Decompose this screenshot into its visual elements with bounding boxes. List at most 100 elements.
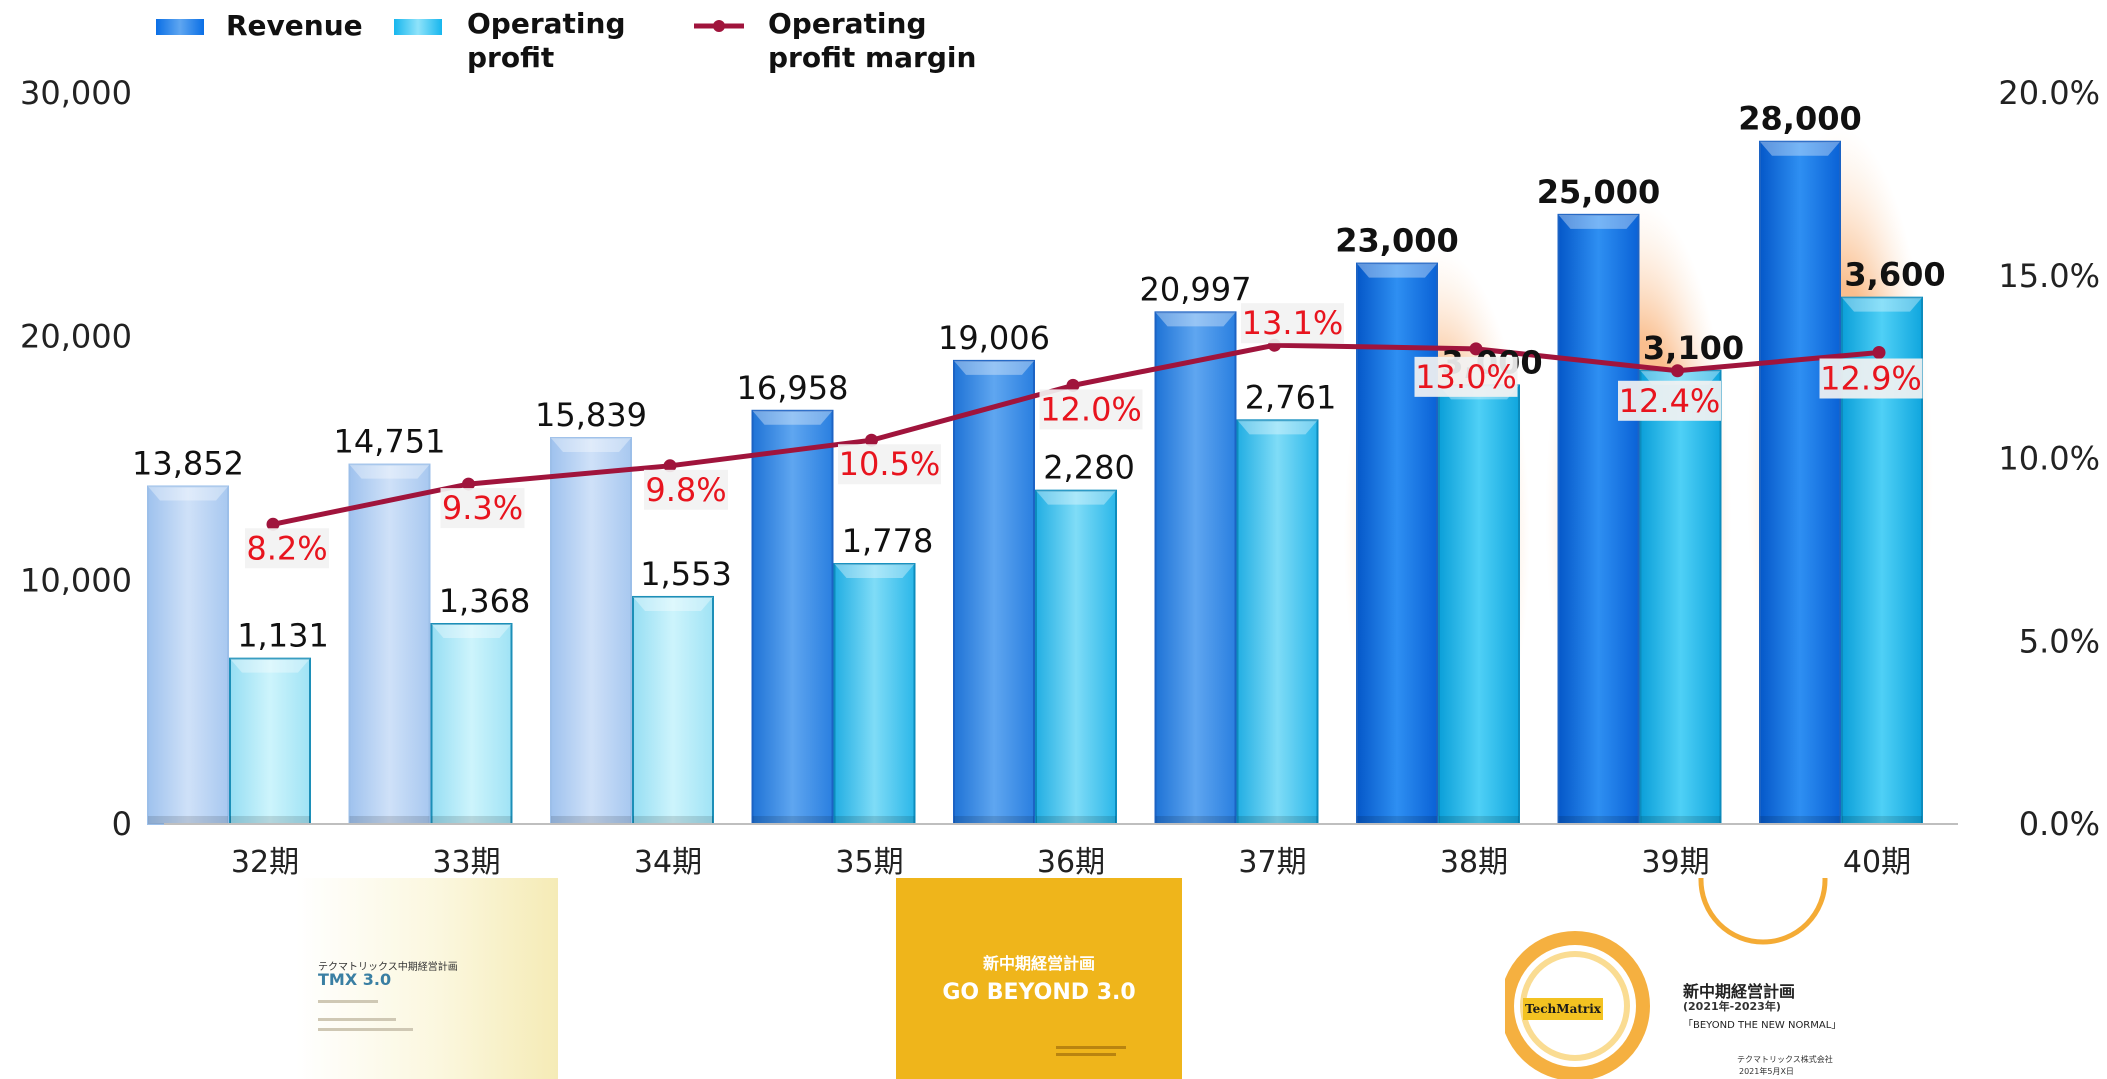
operating-profit-data-label: 3,600 (1844, 256, 1945, 294)
margin-line (266, 338, 1886, 531)
revenue-data-label: 20,997 (1140, 270, 1252, 308)
revenue-bar (1154, 311, 1237, 825)
new-normal-years: (2021年-2023年) (1683, 1000, 1781, 1013)
right-axis-tick-label: 20.0% (1998, 74, 2100, 112)
category-label: 40期 (1843, 845, 1911, 880)
revenue-bar (550, 437, 632, 825)
margin-point (663, 459, 677, 473)
tmx-plan-text-line (318, 1028, 413, 1031)
category-labels: 32期 33期 34期 35期 36期 37期 38期 39期 40期 (231, 845, 1911, 880)
operating-profit-bar (1035, 489, 1117, 825)
category-label: 38期 (1440, 845, 1508, 880)
combo-chart: Revenue Operating profit Operating profit … (20, 7, 2100, 880)
operating-profit-bar (833, 563, 916, 825)
margin-data-label: 12.4% (1619, 382, 1721, 420)
operating-profit-bar (632, 595, 714, 826)
new-normal-date: 2021年5月X日 (1739, 1067, 1794, 1076)
category-label: 34期 (634, 845, 702, 880)
margin-point (1066, 378, 1080, 392)
margin-data-label: 9.8% (645, 471, 726, 509)
operating-profit-bar (229, 657, 311, 826)
category-label: 35期 (835, 845, 903, 880)
operating-profit-data-label: 1,131 (237, 617, 329, 655)
category-label: 32期 (231, 845, 299, 880)
category-label: 39期 (1641, 845, 1709, 880)
techmatrix-logo: TechMatrix (1523, 998, 1603, 1020)
revenue-data-label: 23,000 (1335, 222, 1458, 260)
margin-data-label: 13.0% (1415, 358, 1517, 396)
left-axis-tick-label: 30,000 (20, 74, 132, 112)
right-axis-tick-label: 15.0% (1998, 257, 2100, 295)
margin-label-background (1618, 380, 1721, 421)
thumbnail-go-beyond-plan: 新中期経営計画 GO BEYOND 3.0 (896, 878, 1182, 1079)
margin-point (462, 477, 475, 491)
revenue-data-label: 28,000 (1738, 100, 1861, 138)
legend-swatch-operating-profit (394, 19, 442, 35)
category-label: 33期 (432, 845, 500, 880)
operating-profit-bar (1438, 384, 1520, 825)
margin-label-background (245, 528, 329, 569)
margin-data-label: 12.0% (1040, 390, 1142, 428)
tmx-plan-text-line (318, 1018, 396, 1021)
operating-profit-data-label: 1,778 (842, 522, 934, 560)
legend-swatch-margin-marker (713, 20, 725, 32)
tmx-plan-text-line (318, 1000, 378, 1003)
legend-label-operating-profit-margin: Operating profit margin (768, 7, 976, 74)
margin-data-label: 10.5% (839, 445, 941, 483)
margin-label-background (1414, 356, 1518, 397)
margin-data-label: 9.3% (442, 489, 523, 527)
revenue-bar (348, 463, 431, 825)
margin-label-background (1039, 389, 1143, 430)
legend-swatch-revenue (156, 19, 204, 35)
margin-point (266, 517, 280, 531)
revenue-bar (147, 485, 229, 825)
margin-data-label: 13.1% (1242, 304, 1344, 342)
revenue-bar (953, 359, 1035, 825)
left-axis-tick-label: 0 (112, 805, 132, 843)
margin-data-label: 12.9% (1820, 360, 1922, 398)
revenue-data-label: 16,958 (737, 369, 849, 407)
tmx-plan-title: テクマトリックス中期経営計画 (318, 962, 458, 973)
operating-profit-data-label: 1,368 (439, 582, 531, 620)
margin-point (1872, 346, 1886, 360)
revenue-data-label: 14,751 (334, 423, 446, 461)
new-normal-title: 新中期経営計画 (1683, 982, 1796, 1001)
margin-data-label: 8.2% (246, 529, 327, 567)
left-axis-tick-label: 10,000 (20, 561, 132, 599)
margin-label-background (1241, 303, 1344, 344)
thumbnail-tmx-plan: テクマトリックス中期経営計画 TMX 3.0 (296, 878, 558, 1079)
go-beyond-title: 新中期経営計画 (982, 954, 1095, 973)
left-axis: 0 10,000 20,000 30,000 (20, 74, 132, 843)
margin-point (1469, 342, 1483, 356)
legend-label-revenue: Revenue (226, 9, 363, 42)
right-axis-tick-label: 5.0% (2019, 622, 2100, 660)
operating-profit-bar (430, 622, 513, 826)
right-axis-tick-label: 10.0% (1998, 440, 2100, 478)
revenue-data-label: 19,006 (938, 319, 1050, 357)
orange-ring-decoration (1505, 878, 1828, 1079)
margin-label-background (1819, 358, 1923, 399)
margin-point (865, 433, 878, 447)
revenue-bar (751, 409, 834, 825)
revenue-bar (1557, 213, 1640, 826)
right-axis-tick-label: 0.0% (2019, 805, 2100, 843)
legend-label-operating-profit: Operating profit (467, 7, 626, 74)
category-label: 37期 (1238, 845, 1306, 880)
tmx-plan-subtitle: TMX 3.0 (318, 970, 392, 989)
margin-label-background (644, 469, 728, 510)
operating-profit-bar (1639, 369, 1722, 825)
revenue-data-label: 25,000 (1537, 173, 1660, 211)
margin-label-background (838, 444, 941, 485)
operating-profit-data-label: 3,100 (1643, 329, 1744, 367)
go-beyond-footer-lines (1056, 1046, 1126, 1056)
operating-profit-data-label: 2,761 (1245, 378, 1337, 416)
right-axis: 0.0% 5.0% 10.0% 15.0% 20.0% (1998, 74, 2100, 843)
new-normal-tagline: 「BEYOND THE NEW NORMAL」 (1683, 1020, 1842, 1031)
go-beyond-subtitle: GO BEYOND 3.0 (942, 980, 1136, 1005)
left-axis-tick-label: 20,000 (20, 318, 132, 356)
margin-point (1671, 364, 1684, 378)
new-normal-company: テクマトリックス株式会社 (1737, 1055, 1833, 1064)
operating-profit-data-label: 2,280 (1043, 449, 1135, 487)
category-label: 36期 (1037, 845, 1105, 880)
operating-profit-bar (1236, 419, 1319, 825)
